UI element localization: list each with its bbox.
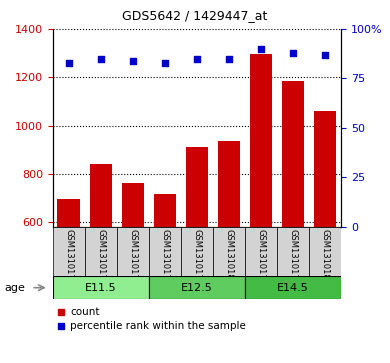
Bar [277,227,309,276]
Bar [57,199,80,227]
Text: GSM1310178: GSM1310178 [289,229,298,285]
Legend: count, percentile rank within the sample: count, percentile rank within the sample [53,303,250,336]
Text: GSM1310173: GSM1310173 [64,229,73,285]
Bar [154,193,176,227]
Text: GSM1310179: GSM1310179 [128,229,137,285]
Bar [149,227,181,276]
Point [290,50,296,56]
Bar [53,227,85,276]
Point [98,56,104,62]
Bar [149,276,245,299]
Text: age: age [4,283,25,293]
Point [258,46,264,52]
Point [194,56,200,62]
Point [162,60,168,66]
Bar [218,141,240,227]
Bar [309,227,341,276]
Bar [53,276,149,299]
Bar [117,227,149,276]
Text: GDS5642 / 1429447_at: GDS5642 / 1429447_at [122,9,268,22]
Bar [282,81,304,227]
Point [322,52,328,58]
Bar [85,227,117,276]
Text: GSM1310175: GSM1310175 [257,229,266,285]
Bar [245,227,277,276]
Text: GSM1310180: GSM1310180 [225,229,234,285]
Text: E11.5: E11.5 [85,283,117,293]
Bar [314,111,337,227]
Point [66,60,72,66]
Bar [250,54,272,227]
Text: GSM1310181: GSM1310181 [321,229,330,285]
Bar [90,164,112,227]
Bar [186,147,208,227]
Point [226,56,232,62]
Bar [181,227,213,276]
Bar [122,183,144,227]
Text: E14.5: E14.5 [277,283,309,293]
Text: GSM1310176: GSM1310176 [96,229,105,285]
Text: GSM1310174: GSM1310174 [160,229,169,285]
Point [130,58,136,64]
Text: E12.5: E12.5 [181,283,213,293]
Text: GSM1310177: GSM1310177 [192,229,202,285]
Bar [213,227,245,276]
Bar [245,276,341,299]
